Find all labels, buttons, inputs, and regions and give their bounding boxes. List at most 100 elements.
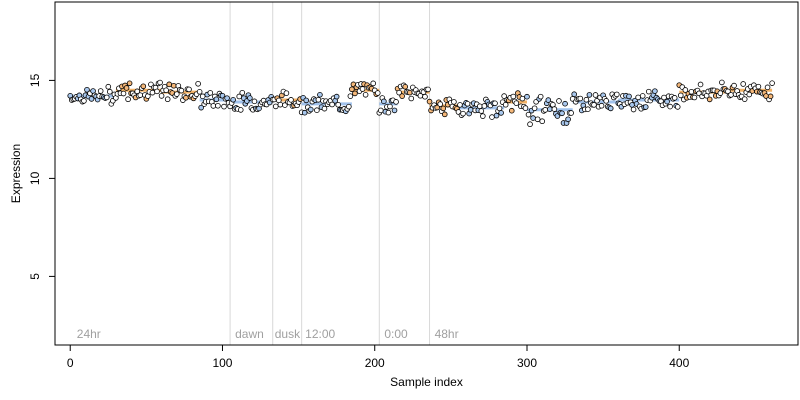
y-tick-label-2: 15 xyxy=(28,73,42,87)
data-point xyxy=(639,93,646,99)
data-point xyxy=(501,93,507,99)
data-point xyxy=(565,116,571,123)
data-point xyxy=(508,107,515,114)
data-point xyxy=(524,93,530,100)
data-point xyxy=(498,110,504,116)
data-point xyxy=(174,91,180,97)
data-point xyxy=(664,98,670,105)
annotations: 24hr dawn dusk 12:00 0:00 48hr xyxy=(77,327,459,341)
data-point xyxy=(457,102,463,108)
data-point xyxy=(527,121,533,128)
data-point xyxy=(196,89,203,95)
data-point xyxy=(224,95,230,101)
data-point xyxy=(522,105,529,111)
data-point xyxy=(107,88,113,95)
data-point xyxy=(728,92,734,98)
data-point xyxy=(321,105,328,112)
data-point xyxy=(183,94,189,101)
data-point xyxy=(399,93,405,99)
data-point xyxy=(551,106,558,112)
data-point xyxy=(213,96,220,103)
vertical-reference-lines xyxy=(229,2,431,345)
data-point xyxy=(158,93,165,99)
data-point xyxy=(746,91,753,98)
data-point xyxy=(215,102,221,109)
data-point xyxy=(402,83,408,90)
data-point xyxy=(635,94,641,101)
data-point xyxy=(476,103,483,110)
data-point xyxy=(688,88,695,95)
data-point xyxy=(381,98,387,105)
data-point xyxy=(568,110,574,116)
data-point xyxy=(97,88,104,94)
data-point xyxy=(315,97,322,103)
data-point xyxy=(537,93,544,100)
data-point xyxy=(591,102,597,108)
data-point xyxy=(385,109,392,116)
data-point xyxy=(603,98,609,104)
data-point xyxy=(585,106,591,112)
data-point xyxy=(626,93,632,100)
data-point xyxy=(170,82,177,89)
data-point xyxy=(534,116,541,123)
annotation-0: 24hr xyxy=(77,327,101,341)
plot-frame xyxy=(54,1,799,346)
data-point xyxy=(434,104,440,111)
data-point xyxy=(178,87,185,94)
x-tick-label-0: 0 xyxy=(67,356,74,370)
data-points xyxy=(67,79,775,128)
data-point xyxy=(195,80,201,87)
data-point xyxy=(149,89,156,96)
data-point xyxy=(335,101,341,108)
data-point xyxy=(769,80,775,86)
data-point xyxy=(577,95,584,102)
data-point xyxy=(489,114,495,120)
data-point xyxy=(682,87,689,93)
data-point xyxy=(719,79,725,86)
data-point xyxy=(391,107,398,114)
data-point xyxy=(186,86,192,93)
data-point xyxy=(140,83,147,90)
data-point xyxy=(239,89,246,96)
data-point xyxy=(607,105,614,112)
data-point xyxy=(545,97,552,103)
data-point xyxy=(530,115,536,121)
data-point xyxy=(547,106,553,112)
data-point xyxy=(464,101,471,107)
data-point xyxy=(629,102,635,108)
data-point xyxy=(671,95,678,101)
data-point xyxy=(396,89,402,96)
data-point xyxy=(531,105,538,112)
data-point xyxy=(277,101,284,108)
data-point xyxy=(370,80,377,87)
data-point xyxy=(706,96,713,103)
data-point xyxy=(755,83,762,90)
x-tick-label-1: 100 xyxy=(212,356,232,370)
data-point xyxy=(481,103,488,109)
data-point xyxy=(586,92,593,98)
data-point xyxy=(393,99,399,105)
data-point xyxy=(314,107,320,113)
data-point xyxy=(329,101,335,108)
data-point xyxy=(525,111,532,118)
x-tick-label-2: 200 xyxy=(365,356,385,370)
data-point xyxy=(598,102,605,109)
annotation-5: 48hr xyxy=(435,327,459,341)
data-point xyxy=(502,101,509,108)
data-point xyxy=(123,85,130,91)
data-point xyxy=(301,109,308,116)
data-point xyxy=(251,98,258,105)
data-point xyxy=(510,93,517,100)
data-point xyxy=(478,108,485,114)
data-point xyxy=(493,112,500,119)
data-point xyxy=(422,93,428,100)
data-point xyxy=(288,97,294,103)
data-point xyxy=(237,107,244,113)
data-point xyxy=(460,110,466,117)
data-point xyxy=(513,100,520,106)
data-point xyxy=(437,101,444,107)
data-point xyxy=(126,80,133,87)
annotation-1: dawn xyxy=(235,327,264,341)
data-point xyxy=(137,92,144,98)
